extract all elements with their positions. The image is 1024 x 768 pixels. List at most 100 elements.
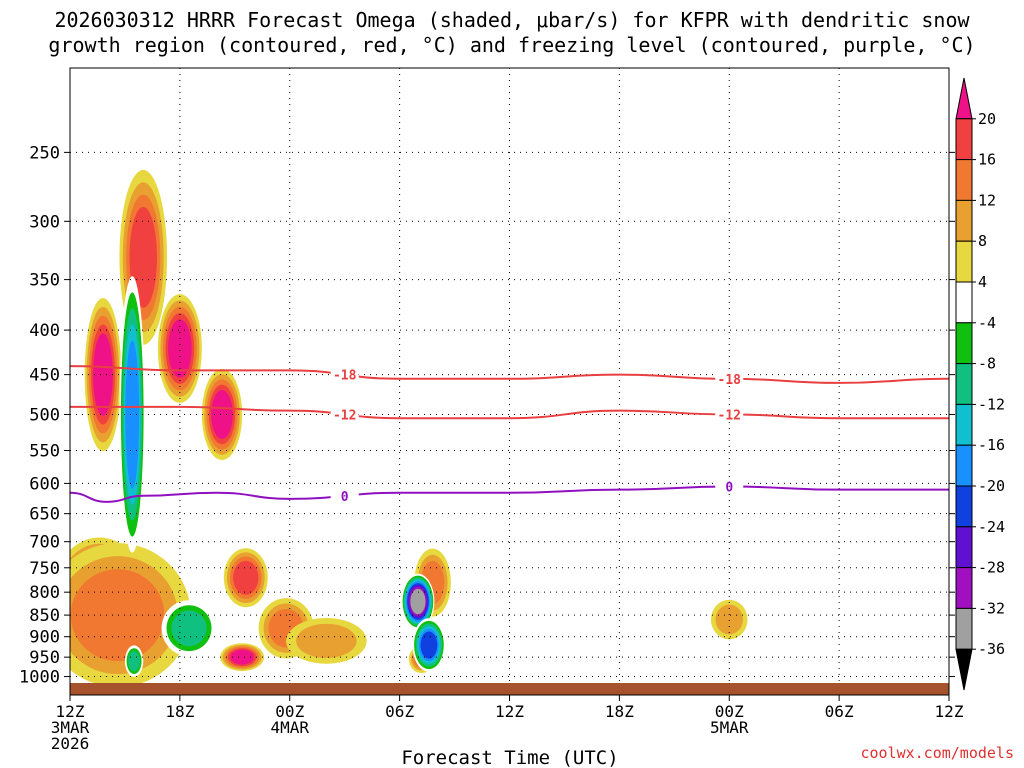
colorbar-swatch-0 [955, 77, 973, 120]
contour-line-1 [70, 405, 949, 420]
colorbar-swatch-6 [955, 322, 973, 365]
omega-cell-16 [401, 573, 435, 630]
plot-background [70, 68, 949, 695]
omega-cell-14 [124, 645, 144, 677]
x-tick-label-30-0: 18Z [605, 702, 634, 721]
x-tick-label-24-0: 12Z [495, 702, 524, 721]
colorbar-label-2: 12 [978, 191, 996, 209]
x-tick-label-0-2: 2026 [51, 734, 90, 753]
x-tick-label-36-1: 5MAR [710, 718, 749, 737]
colorbar-swatch-1 [955, 118, 973, 161]
y-tick-label-850: 850 [29, 606, 60, 626]
contour-line-2 [70, 485, 949, 503]
contour-label-bg-0-0 [330, 367, 359, 382]
contour-label-1-1: -12 [718, 408, 741, 423]
colorbar-swatch-3 [955, 199, 973, 242]
omega-contour-2-2 [70, 569, 165, 662]
omega-contour-15-2 [171, 610, 207, 647]
colorbar-label-10: -24 [978, 518, 1005, 536]
y-tick-label-600: 600 [29, 474, 60, 494]
omega-cell-17 [412, 618, 446, 672]
chart-title-line1: 2026030312 HRRR Forecast Omega (shaded, … [54, 8, 970, 32]
contour-label-bg-2-0 [330, 488, 359, 503]
y-tick-label-1000: 1000 [19, 668, 60, 688]
x-axis-label: Forecast Time (UTC) [401, 747, 618, 768]
y-tick-label-500: 500 [29, 405, 60, 425]
contour-label-2-0: 0 [341, 490, 349, 505]
omega-cell-5 [201, 368, 243, 461]
omega-cell-7 [220, 643, 265, 672]
omega-contour-12-1 [715, 604, 743, 635]
colorbar-label-11: -28 [978, 559, 1005, 577]
colorbar-label-8: -16 [978, 436, 1005, 454]
colorbar-label-6: -8 [978, 355, 996, 373]
omega-cell-4 [157, 294, 202, 403]
colorbar-swatch-5 [955, 281, 973, 324]
omega-contour-16-8 [410, 588, 426, 615]
contour-label-0-1: -18 [718, 373, 742, 388]
colorbar-label-1: 16 [978, 151, 996, 169]
contour-label-0-0: -18 [333, 369, 357, 384]
y-tick-label-650: 650 [29, 505, 60, 525]
contour-label-bg-1-1 [715, 407, 744, 422]
colorbar-label-7: -12 [978, 395, 1005, 413]
y-tick-label-700: 700 [29, 533, 60, 553]
colorbar-label-5: -4 [978, 314, 996, 332]
y-tick-label-800: 800 [29, 583, 60, 603]
colorbar-label-12: -32 [978, 599, 1005, 617]
x-tick-label-48-0: 12Z [935, 702, 964, 721]
colorbar-swatch-14 [955, 648, 973, 691]
y-tick-label-400: 400 [29, 321, 60, 341]
credit-text: coolwx.com/models [860, 744, 1014, 762]
omega-cell-9 [286, 618, 367, 664]
contour-label-2-1: 0 [725, 481, 733, 496]
omega-contour-17-5 [420, 631, 438, 659]
y-tick-label-950: 950 [29, 648, 60, 668]
chart-title-line2: growth region (contoured, red, °C) and f… [48, 33, 976, 57]
colorbar-swatch-12 [955, 567, 973, 609]
omega-cell-15 [161, 600, 217, 657]
colorbar-swatch-4 [955, 240, 973, 283]
omega-contour-3-3 [129, 206, 157, 308]
omega-contour-9-1 [296, 623, 357, 659]
x-tick-label-0-0: 12Z [56, 702, 85, 721]
x-tick-label-36-0: 00Z [715, 702, 744, 721]
y-tick-label-250: 250 [29, 143, 60, 163]
ground-strip [70, 683, 949, 695]
omega-contour-4-4 [168, 319, 192, 378]
colorbar-label-0: 20 [978, 110, 996, 128]
x-tick-label-12-1: 4MAR [270, 718, 309, 737]
colorbar-swatch-10 [955, 485, 973, 528]
y-tick-label-300: 300 [29, 212, 60, 232]
colorbar-label-4: 4 [978, 273, 987, 291]
contour-line-0 [70, 365, 949, 384]
colorbar-label-13: -36 [978, 640, 1005, 658]
colorbar-swatch-2 [955, 159, 973, 201]
colorbar-swatch-8 [955, 403, 973, 446]
y-tick-label-350: 350 [29, 271, 60, 291]
y-axis: 2503003504004505005506006507007508008509… [19, 143, 955, 688]
omega-contour-14-2 [128, 651, 140, 672]
y-tick-label-900: 900 [29, 628, 60, 648]
omega-contour-0-4 [93, 333, 113, 416]
y-tick-label-450: 450 [29, 366, 60, 386]
colorbar-swatch-7 [955, 363, 973, 405]
omega-contour-6-3 [233, 560, 259, 595]
omega-contour-13-4 [125, 340, 140, 489]
x-tick-label-12-0: 00Z [275, 702, 304, 721]
contour-label-1-0: -12 [333, 408, 356, 423]
colorbar-label-9: -20 [978, 477, 1005, 495]
x-tick-label-0-1: 3MAR [51, 718, 90, 737]
y-tick-label-750: 750 [29, 559, 60, 579]
colorbar: 20 16 12 8 4 -4 -8 -12 -16 -20 -24 -28 -32 -36 [955, 77, 1005, 691]
colorbar-swatch-9 [955, 444, 973, 487]
omega-cell-12 [710, 599, 748, 640]
omega-cell-6 [223, 548, 268, 608]
colorbar-swatch-11 [955, 526, 973, 569]
x-tick-label-42-0: 06Z [825, 702, 854, 721]
y-tick-label-550: 550 [29, 442, 60, 462]
contour-label-bg-1-0 [330, 407, 359, 422]
omega-contour-5-4 [211, 390, 233, 439]
